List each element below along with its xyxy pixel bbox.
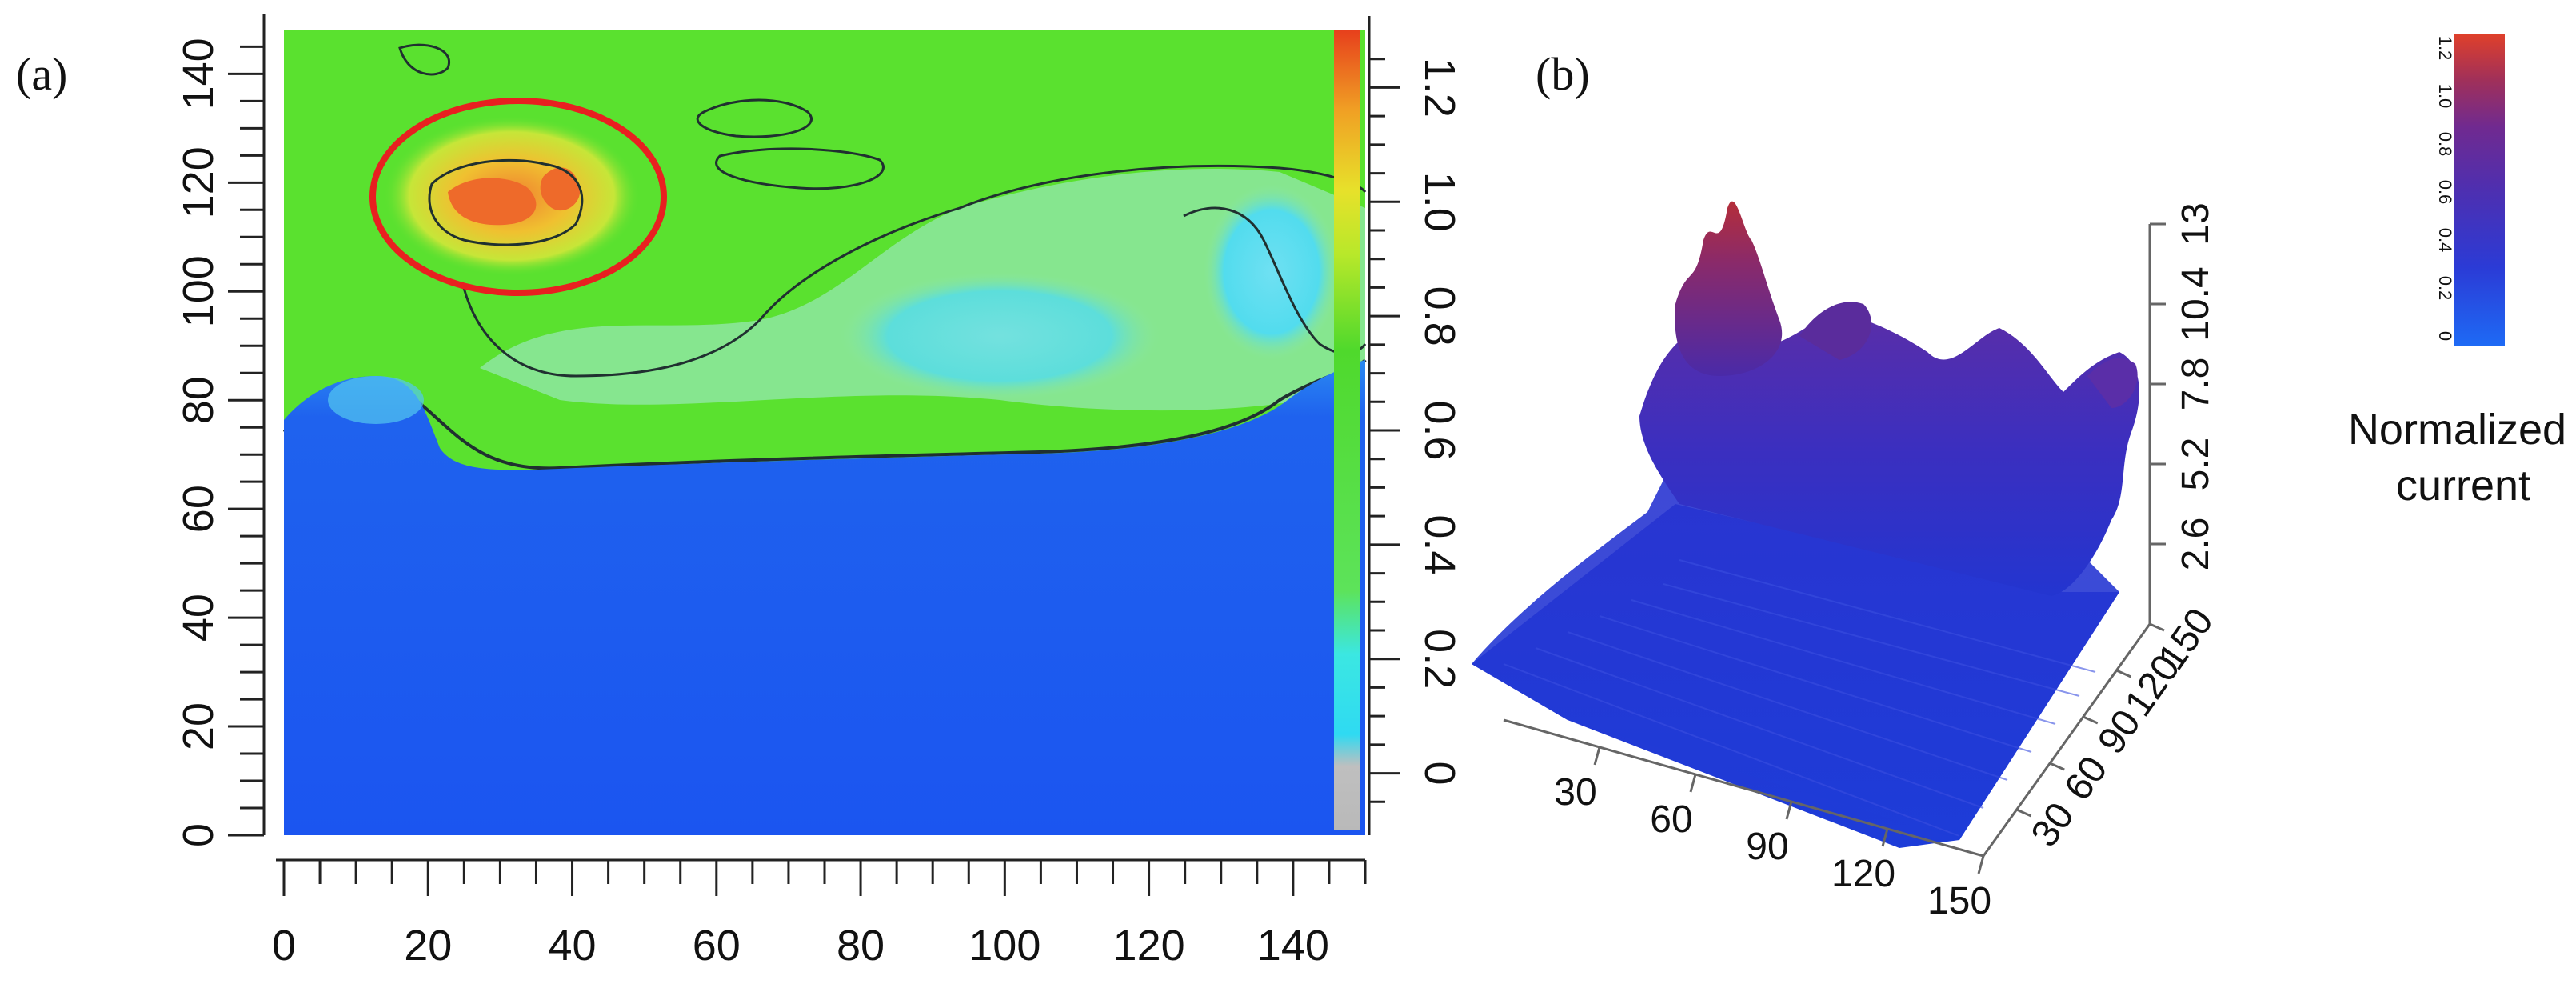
- y-ticks-a: 0 20 40 60 80 100 120 140: [174, 38, 264, 847]
- y3d-tick: [2015, 808, 2032, 818]
- colorbar-a-ticks: 0 0.2 0.4 0.6 0.8 1.0 1.2: [1369, 58, 1464, 803]
- x-tick-label: 60: [693, 922, 741, 970]
- panel-b-label: (b): [1536, 48, 1590, 100]
- surface-peak: [1675, 201, 1783, 376]
- z-ticks-b: 2.6 5.2 7.8 10.4 13: [2150, 202, 2217, 570]
- heatmap-a: [282, 30, 1367, 835]
- y3d-tick-label: 60: [2056, 749, 2115, 808]
- x-tick-label: 40: [548, 922, 596, 970]
- colorbar-b-tick-label: 0.8: [2435, 132, 2455, 157]
- colorbar-tick-label: 0.4: [1416, 514, 1464, 574]
- x3d-tick: [1977, 855, 1985, 874]
- colorbar-b-label: Normalized current: [2348, 406, 2576, 510]
- y-axis-b: [1982, 623, 2151, 857]
- heatmap-peak: [540, 167, 581, 211]
- colorbar-tick-label: 0.2: [1416, 629, 1464, 689]
- panel-a-label: (a): [16, 48, 67, 100]
- heatmap-contour: [398, 43, 451, 76]
- surface-grid: [1503, 559, 2096, 837]
- x-tick-label: 20: [404, 922, 452, 970]
- x3d-tick-label: 60: [1650, 798, 1692, 841]
- x-tick-label: 120: [1113, 922, 1185, 970]
- surface-ridge: [1639, 312, 2139, 596]
- z-tick-label: 13: [2175, 202, 2217, 245]
- x-tick-label: 100: [968, 922, 1040, 970]
- heatmap-contour: [462, 164, 1367, 378]
- colorbar-tick-label: 0.8: [1416, 286, 1464, 346]
- x-axis-b: [1503, 718, 1984, 858]
- y3d-tick-label: 30: [2023, 795, 2083, 854]
- x3d-tick-label: 30: [1554, 771, 1596, 814]
- colorbar-b-label-line1: Normalized: [2348, 406, 2566, 454]
- heatmap-cyan-blob: [1204, 184, 1340, 360]
- y3d-tick: [2115, 669, 2132, 678]
- colorbar-b-tick-label: 1.2: [2435, 36, 2455, 61]
- y-tick-label: 20: [174, 702, 222, 750]
- colorbar-tick-label: 0: [1416, 762, 1464, 786]
- y3d-tick: [2149, 622, 2165, 632]
- x-tick-label: 0: [272, 922, 296, 970]
- x-tick-label: 140: [1257, 922, 1329, 970]
- heatmap-low-region: [284, 360, 1365, 835]
- heatmap-contour: [715, 147, 885, 190]
- colorbar-b-ticks: 0 0.2 0.4 0.6 0.8 1.0 1.2: [2435, 36, 2455, 341]
- x3d-tick: [1881, 828, 1889, 847]
- z-tick-label: 5.2: [2175, 438, 2217, 491]
- x-ticks-a: 0 20 40 60 80 100 120 140: [272, 860, 1367, 970]
- z-tick-label: 7.8: [2175, 358, 2217, 411]
- colorbar-b-label-line2: current: [2396, 462, 2530, 510]
- y3d-tick: [2083, 715, 2099, 725]
- y-tick-label: 0: [174, 823, 222, 847]
- x-tick-label: 80: [837, 922, 885, 970]
- x3d-tick-label: 120: [1831, 853, 1895, 895]
- colorbar-tick-label: 0.6: [1416, 400, 1464, 460]
- colorbar-b-tick-label: 0: [2435, 331, 2455, 341]
- x3d-tick-label: 150: [1927, 880, 1991, 922]
- heatmap-cyan-blob: [840, 272, 1160, 400]
- x3d-tick: [1689, 774, 1697, 793]
- surface-peak: [2087, 358, 2138, 408]
- colorbar-tick-label: 1.2: [1416, 58, 1464, 118]
- x3d-tick: [1593, 746, 1601, 766]
- heatmap-cyan-edge: [328, 376, 424, 424]
- colorbar-b-tick-label: 1.0: [2435, 84, 2455, 109]
- y-tick-label: 120: [174, 146, 222, 218]
- z-tick-label: 10.4: [2175, 266, 2217, 341]
- colorbar-b: [2454, 34, 2505, 346]
- colorbar-b-tick-label: 0.4: [2435, 228, 2455, 253]
- x3d-tick-label: 90: [1746, 826, 1788, 868]
- y3d-tick: [2049, 762, 2065, 771]
- heatmap-peak: [448, 178, 537, 226]
- y-tick-label: 80: [174, 376, 222, 424]
- heatmap-contour: [696, 98, 813, 138]
- y-tick-label: 100: [174, 255, 222, 327]
- z-tick-label: 2.6: [2175, 518, 2217, 571]
- heatmap-contour: [428, 158, 584, 246]
- colorbar-b-tick-label: 0.2: [2435, 276, 2455, 301]
- highlight-circle: [369, 98, 667, 296]
- x3d-tick: [1785, 801, 1793, 820]
- y-tick-label: 140: [174, 38, 222, 110]
- colorbar-tick-label: 1.0: [1416, 172, 1464, 232]
- surface-b: [1472, 201, 2139, 848]
- colorbar-a: [1334, 30, 1360, 830]
- y-tick-label: 60: [174, 485, 222, 533]
- y-tick-label: 40: [174, 594, 222, 642]
- colorbar-b-tick-label: 0.6: [2435, 180, 2455, 205]
- surface-peak: [1799, 302, 1871, 360]
- x-ticks-b: 30 60 90 120 150: [1554, 746, 1991, 922]
